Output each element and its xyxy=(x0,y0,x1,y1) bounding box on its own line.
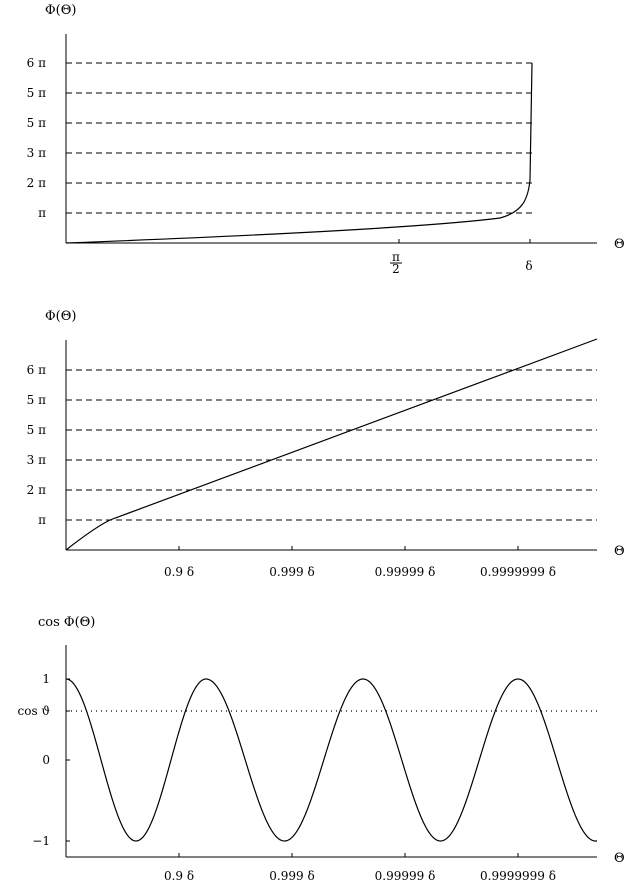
y-axis-label: Φ(Θ) xyxy=(45,3,76,18)
y-tick-label: 3 π xyxy=(27,146,46,160)
y-tick-label: 0 xyxy=(42,753,50,767)
y-tick-label: 5 π xyxy=(27,86,46,100)
x-tick-label: 0.99999 δ xyxy=(375,869,436,883)
x-axis-label: Θ xyxy=(614,237,625,252)
panel-3: 1 cos ϑ 0 −1 0.9 δ 0.999 δ 0.99999 δ 0.9999999 … xyxy=(18,615,625,883)
y-tick-label: 2 π xyxy=(27,176,46,190)
y-tick-label: 1 xyxy=(42,672,50,686)
series-line xyxy=(65,678,598,842)
x-tick-label: 0.99999 δ xyxy=(375,565,436,579)
x-tick-label: 0.9999999 δ xyxy=(480,869,556,883)
y-axis-label: cos Φ(Θ) xyxy=(38,615,95,630)
y-tick-label: π xyxy=(38,513,46,527)
x-axis-label: Θ xyxy=(614,851,625,866)
x-tick-label: 0.9 δ xyxy=(164,565,194,579)
y-tick-label: cos ϑ xyxy=(18,704,51,718)
y-axis-label: Φ(Θ) xyxy=(45,309,76,324)
y-tick-label: 5 π xyxy=(27,393,46,407)
y-tick-label: 2 π xyxy=(27,483,46,497)
panel-1: π2 π3 π5 π5 π6 ππ2 δΦ(Θ)Θ xyxy=(27,3,625,276)
x-tick-label: 0.9999999 δ xyxy=(480,565,556,579)
y-tick-label: 3 π xyxy=(27,453,46,467)
x-tick-label: 0.999 δ xyxy=(269,869,314,883)
x-axis-label: Θ xyxy=(614,544,625,559)
x-tick-label: δ xyxy=(525,259,532,273)
y-tick-label: 5 π xyxy=(27,116,46,130)
y-tick-label: π xyxy=(38,206,46,220)
series-line xyxy=(65,62,533,244)
x-tick-label-den: 2 xyxy=(392,262,400,276)
x-tick-label-num: π xyxy=(392,250,400,264)
y-tick-label: 6 π xyxy=(27,363,46,377)
series-line xyxy=(65,338,598,551)
y-tick-label: −1 xyxy=(32,834,50,848)
x-tick-label: 0.999 δ xyxy=(269,565,314,579)
panel-2: π 2 π 3 π 5 π 5 π 6 π 0.9 δ 0.999 δ 0.99999 δ 0.9… xyxy=(27,309,625,579)
x-tick-label: 0.9 δ xyxy=(164,869,194,883)
y-tick-label: 6 π xyxy=(27,56,46,70)
y-tick-label: 5 π xyxy=(27,423,46,437)
